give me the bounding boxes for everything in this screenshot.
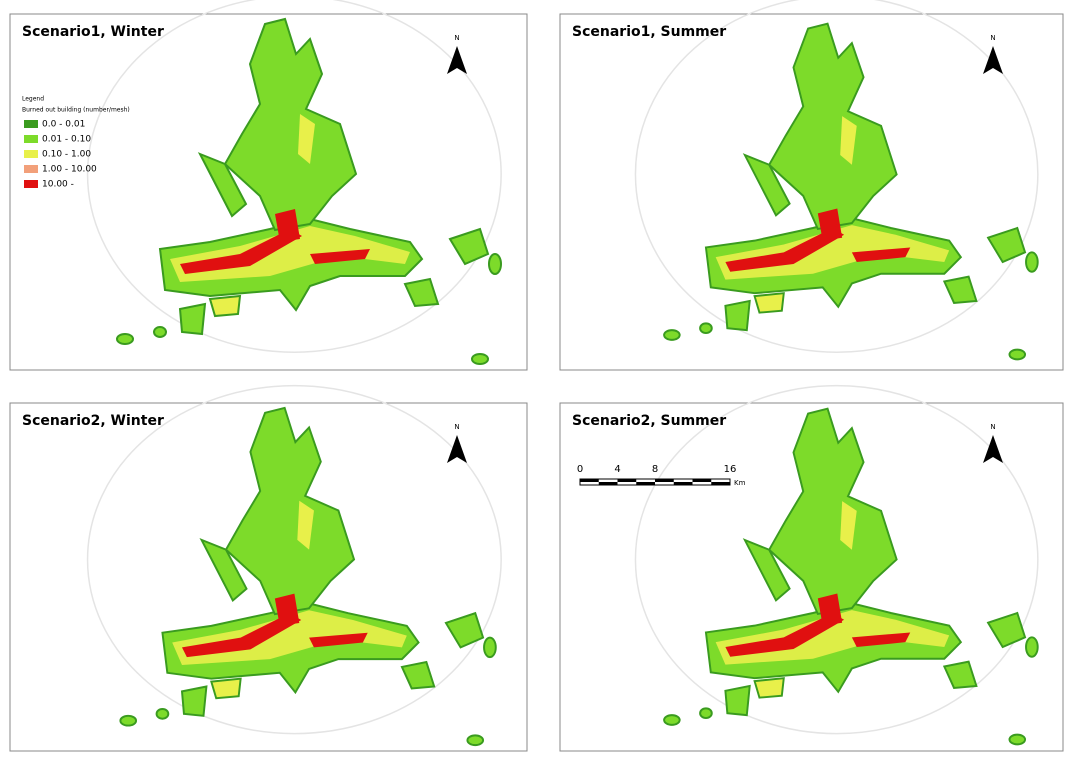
legend-swatch bbox=[24, 180, 38, 188]
panel-title: Scenario2, Winter bbox=[22, 413, 164, 429]
scale-bar-segment bbox=[655, 479, 674, 482]
scale-label: 16 bbox=[724, 464, 737, 475]
legend-title: Legend bbox=[22, 96, 44, 103]
legend-swatch bbox=[24, 120, 38, 128]
north-label: N bbox=[454, 34, 459, 42]
scale-bar-segment bbox=[580, 479, 599, 482]
scale-label: 4 bbox=[614, 464, 620, 475]
north-label: N bbox=[990, 423, 995, 431]
scale-unit: Km bbox=[734, 479, 746, 487]
panel-title: Scenario2, Summer bbox=[572, 413, 726, 429]
legend-label: 0.0 - 0.01 bbox=[42, 120, 85, 130]
scale-bar-segment bbox=[636, 482, 655, 485]
scale-label: 0 bbox=[577, 464, 583, 475]
legend-label: 10.00 - bbox=[42, 180, 74, 190]
legend-label: 0.01 - 0.10 bbox=[42, 135, 91, 145]
panel-title: Scenario1, Summer bbox=[572, 24, 726, 40]
map-panel: Scenario2, Summer N 0 4 8 16 Km bbox=[560, 386, 1063, 751]
north-label: N bbox=[990, 34, 995, 42]
map-panel: Scenario1, Summer N bbox=[560, 0, 1063, 370]
legend-swatch bbox=[24, 150, 38, 158]
legend-subtitle: Burned out building (number/mesh) bbox=[22, 107, 130, 114]
panel-title: Scenario1, Winter bbox=[22, 24, 164, 40]
scale-bar-segment bbox=[618, 479, 637, 482]
north-label: N bbox=[454, 423, 459, 431]
scale-bar-segment bbox=[599, 482, 618, 485]
legend-label: 0.10 - 1.00 bbox=[42, 150, 91, 160]
map-panel: Scenario2, Winter N bbox=[10, 386, 527, 751]
scale-label: 8 bbox=[652, 464, 658, 475]
legend-swatch bbox=[24, 165, 38, 173]
scale-bar-segment bbox=[693, 479, 712, 482]
scale-bar-segment bbox=[674, 482, 693, 485]
legend-label: 1.00 - 10.00 bbox=[42, 165, 97, 175]
map-figure: Scenario1, Winter N Legend Burned out build… bbox=[0, 0, 1065, 753]
scale-bar-segment bbox=[711, 482, 730, 485]
map-panel: Scenario1, Winter N Legend Burned out build… bbox=[10, 0, 527, 370]
legend-swatch bbox=[24, 135, 38, 143]
